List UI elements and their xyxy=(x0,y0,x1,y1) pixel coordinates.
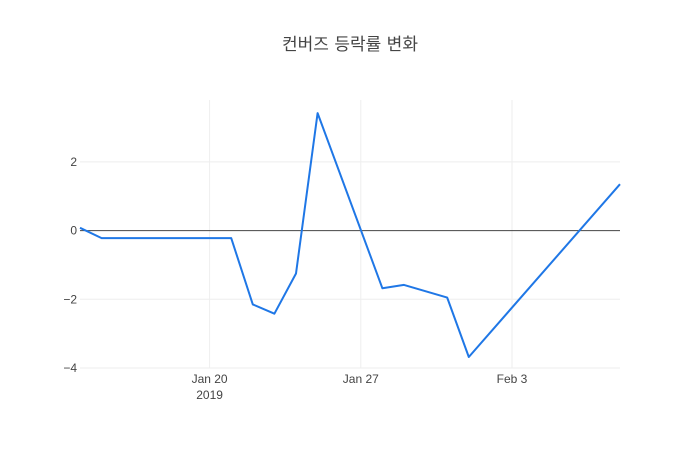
y-tick-label: −4 xyxy=(63,361,77,375)
x-tick-label: Feb 3 xyxy=(497,372,528,386)
series-line xyxy=(79,112,621,358)
x-tick-sublabel: 2019 xyxy=(196,388,223,402)
x-axis-ticks: Jan 20 2019 Jan 27 Feb 3 xyxy=(192,372,528,402)
y-tick-label: 2 xyxy=(70,155,77,169)
grid-lines xyxy=(80,100,620,369)
y-axis-ticks: 2 0 −2 −4 xyxy=(63,155,77,375)
y-tick-label: −2 xyxy=(63,292,77,306)
x-tick-label: Jan 20 xyxy=(192,372,228,386)
y-tick-label: 0 xyxy=(70,224,77,238)
chart-title: 컨버즈 등락률 변화 xyxy=(282,35,418,55)
series-lines xyxy=(79,112,621,358)
x-tick-label: Jan 27 xyxy=(343,372,379,386)
